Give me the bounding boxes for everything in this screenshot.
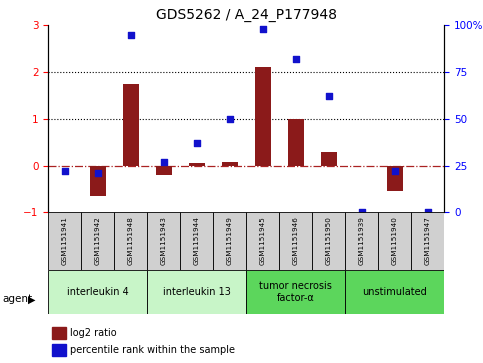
Bar <box>114 212 147 270</box>
Bar <box>48 270 147 314</box>
Point <box>226 116 234 122</box>
Bar <box>123 84 139 166</box>
Bar <box>321 152 337 166</box>
Title: GDS5262 / A_24_P177948: GDS5262 / A_24_P177948 <box>156 8 337 22</box>
Bar <box>255 68 271 166</box>
Text: GSM1151940: GSM1151940 <box>392 216 398 265</box>
Bar <box>378 212 412 270</box>
Text: GSM1151942: GSM1151942 <box>95 216 101 265</box>
Point <box>424 209 432 215</box>
Text: percentile rank within the sample: percentile rank within the sample <box>70 345 235 355</box>
Bar <box>147 212 180 270</box>
Bar <box>81 212 114 270</box>
Text: GSM1151939: GSM1151939 <box>359 216 365 265</box>
Point <box>325 94 333 99</box>
Text: tumor necrosis
factor-α: tumor necrosis factor-α <box>259 281 332 303</box>
Text: interleukin 4: interleukin 4 <box>67 287 128 297</box>
Bar <box>246 270 345 314</box>
Bar <box>52 327 66 339</box>
Text: GSM1151944: GSM1151944 <box>194 216 200 265</box>
Point <box>259 26 267 32</box>
Text: GSM1151950: GSM1151950 <box>326 216 332 265</box>
Text: GSM1151946: GSM1151946 <box>293 216 299 265</box>
Bar <box>156 166 172 175</box>
Bar <box>279 212 313 270</box>
Bar <box>48 212 81 270</box>
Point <box>193 140 201 146</box>
Text: interleukin 13: interleukin 13 <box>163 287 231 297</box>
Text: GSM1151941: GSM1151941 <box>62 216 68 265</box>
Bar <box>386 166 403 191</box>
Bar <box>345 270 444 314</box>
Bar <box>412 212 444 270</box>
Text: GSM1151943: GSM1151943 <box>161 216 167 265</box>
Bar <box>246 212 279 270</box>
Bar <box>313 212 345 270</box>
Point <box>391 168 399 174</box>
Text: ▶: ▶ <box>28 294 36 305</box>
Text: GSM1151945: GSM1151945 <box>260 216 266 265</box>
Text: GSM1151948: GSM1151948 <box>128 216 134 265</box>
Bar <box>52 344 66 356</box>
Text: GSM1151947: GSM1151947 <box>425 216 431 265</box>
Bar <box>222 162 238 166</box>
Point <box>61 168 69 174</box>
Point <box>127 32 135 38</box>
Bar <box>287 119 304 166</box>
Bar <box>188 163 205 166</box>
Point <box>292 56 299 62</box>
Bar <box>213 212 246 270</box>
Bar <box>147 270 246 314</box>
Text: log2 ratio: log2 ratio <box>70 328 117 338</box>
Text: GSM1151949: GSM1151949 <box>227 216 233 265</box>
Bar <box>89 166 106 196</box>
Text: unstimulated: unstimulated <box>362 287 427 297</box>
Text: agent: agent <box>2 294 32 305</box>
Bar <box>180 212 213 270</box>
Point <box>160 159 168 165</box>
Point <box>358 209 366 215</box>
Bar <box>345 212 378 270</box>
Point <box>94 170 102 176</box>
